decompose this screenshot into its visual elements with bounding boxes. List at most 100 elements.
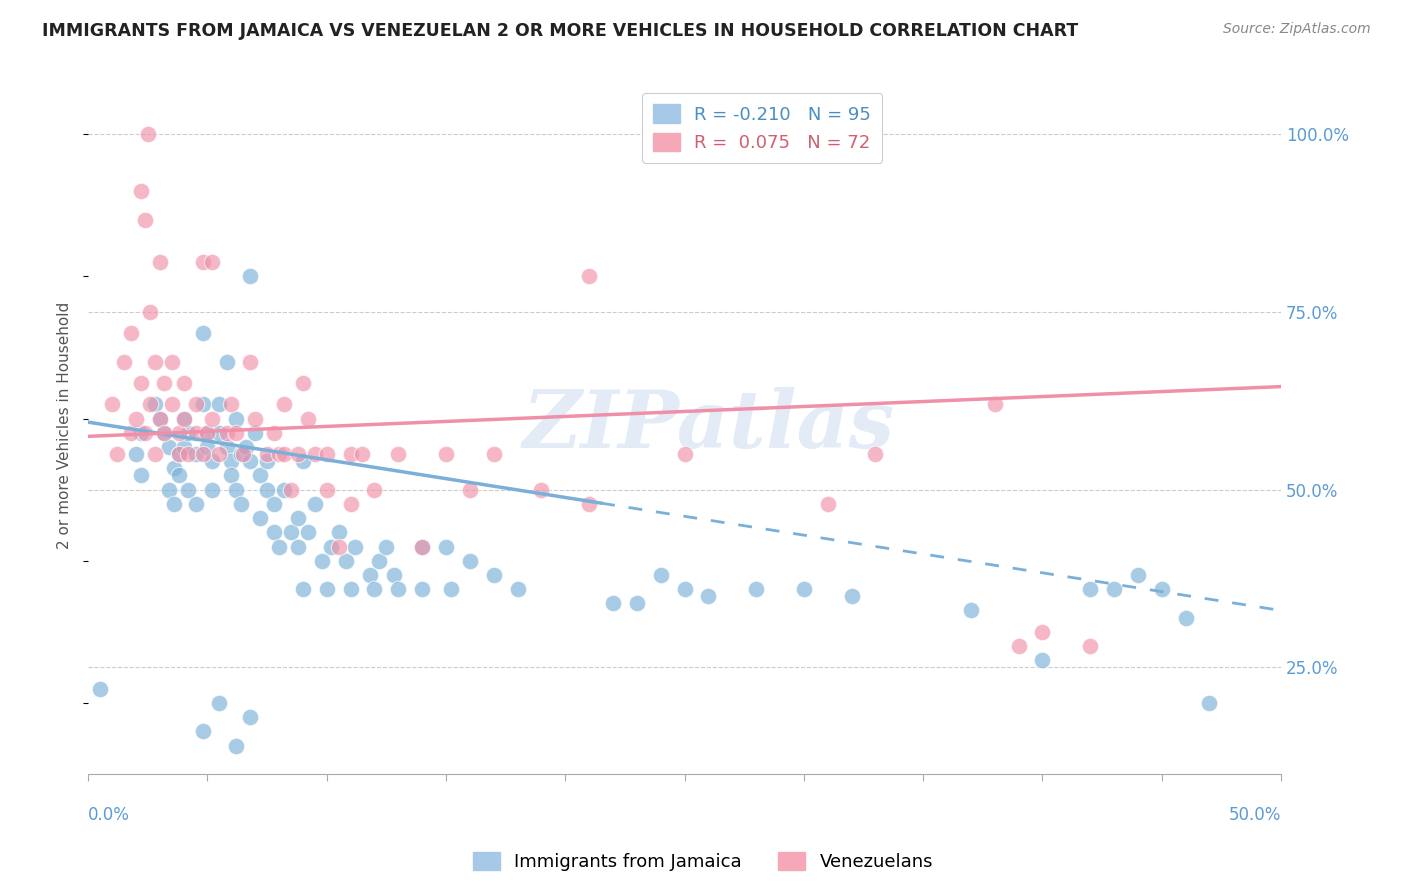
Point: [650, 568, 672, 582]
Point: [173, 411, 195, 425]
Point: [136, 128, 159, 142]
Point: [321, 540, 343, 554]
Point: [160, 397, 183, 411]
Point: [201, 411, 224, 425]
Point: [287, 540, 309, 554]
Point: [382, 568, 405, 582]
Point: [434, 447, 457, 461]
Text: 0.0%: 0.0%: [89, 806, 129, 824]
Point: [287, 511, 309, 525]
Point: [297, 411, 319, 425]
Point: [157, 440, 180, 454]
Point: [841, 589, 863, 603]
Point: [143, 447, 166, 461]
Point: [173, 376, 195, 390]
Point: [149, 411, 172, 425]
Point: [153, 425, 176, 440]
Point: [817, 497, 839, 511]
Text: Source: ZipAtlas.com: Source: ZipAtlas.com: [1223, 22, 1371, 37]
Point: [221, 454, 243, 468]
Point: [315, 582, 337, 596]
Point: [335, 554, 357, 568]
Point: [229, 497, 252, 511]
Point: [149, 411, 172, 425]
Point: [506, 582, 529, 596]
Point: [120, 326, 142, 341]
Point: [578, 497, 600, 511]
Point: [1174, 610, 1197, 624]
Point: [602, 596, 624, 610]
Point: [225, 425, 247, 440]
Point: [530, 483, 553, 497]
Point: [280, 483, 302, 497]
Point: [167, 447, 190, 461]
Point: [328, 540, 350, 554]
Point: [149, 255, 172, 269]
Point: [221, 397, 243, 411]
Point: [157, 483, 180, 497]
Point: [482, 447, 505, 461]
Point: [263, 525, 285, 540]
Point: [243, 411, 266, 425]
Point: [232, 447, 254, 461]
Point: [983, 397, 1005, 411]
Point: [239, 454, 262, 468]
Point: [304, 497, 326, 511]
Point: [280, 525, 302, 540]
Point: [177, 425, 200, 440]
Point: [191, 326, 214, 341]
Point: [125, 447, 148, 461]
Point: [1102, 582, 1125, 596]
Point: [173, 411, 195, 425]
Point: [865, 447, 887, 461]
Point: [153, 425, 176, 440]
Point: [167, 468, 190, 483]
Point: [273, 447, 295, 461]
Point: [482, 568, 505, 582]
Point: [129, 468, 152, 483]
Point: [291, 454, 314, 468]
Point: [163, 497, 186, 511]
Point: [352, 447, 374, 461]
Point: [267, 540, 290, 554]
Point: [208, 696, 231, 710]
Point: [263, 497, 285, 511]
Point: [105, 447, 128, 461]
Point: [89, 681, 111, 696]
Point: [139, 397, 162, 411]
Point: [129, 184, 152, 198]
Point: [225, 483, 247, 497]
Point: [184, 497, 207, 511]
Point: [208, 447, 231, 461]
Point: [239, 355, 262, 369]
Point: [411, 582, 433, 596]
Point: [235, 440, 257, 454]
Point: [458, 483, 481, 497]
Point: [160, 355, 183, 369]
Point: [1078, 582, 1101, 596]
Point: [363, 483, 385, 497]
Point: [1150, 582, 1173, 596]
Point: [339, 497, 361, 511]
Y-axis label: 2 or more Vehicles in Household: 2 or more Vehicles in Household: [58, 302, 72, 549]
Point: [167, 425, 190, 440]
Legend: Immigrants from Jamaica, Venezuelans: Immigrants from Jamaica, Venezuelans: [465, 845, 941, 879]
Point: [287, 447, 309, 461]
Point: [221, 468, 243, 483]
Point: [197, 425, 219, 440]
Point: [229, 447, 252, 461]
Point: [101, 397, 124, 411]
Point: [375, 540, 398, 554]
Point: [153, 376, 176, 390]
Point: [458, 554, 481, 568]
Point: [673, 582, 696, 596]
Point: [256, 454, 278, 468]
Point: [184, 425, 207, 440]
Point: [359, 568, 381, 582]
Point: [120, 425, 142, 440]
Point: [243, 425, 266, 440]
Point: [191, 255, 214, 269]
Point: [201, 454, 224, 468]
Point: [215, 440, 238, 454]
Point: [411, 540, 433, 554]
